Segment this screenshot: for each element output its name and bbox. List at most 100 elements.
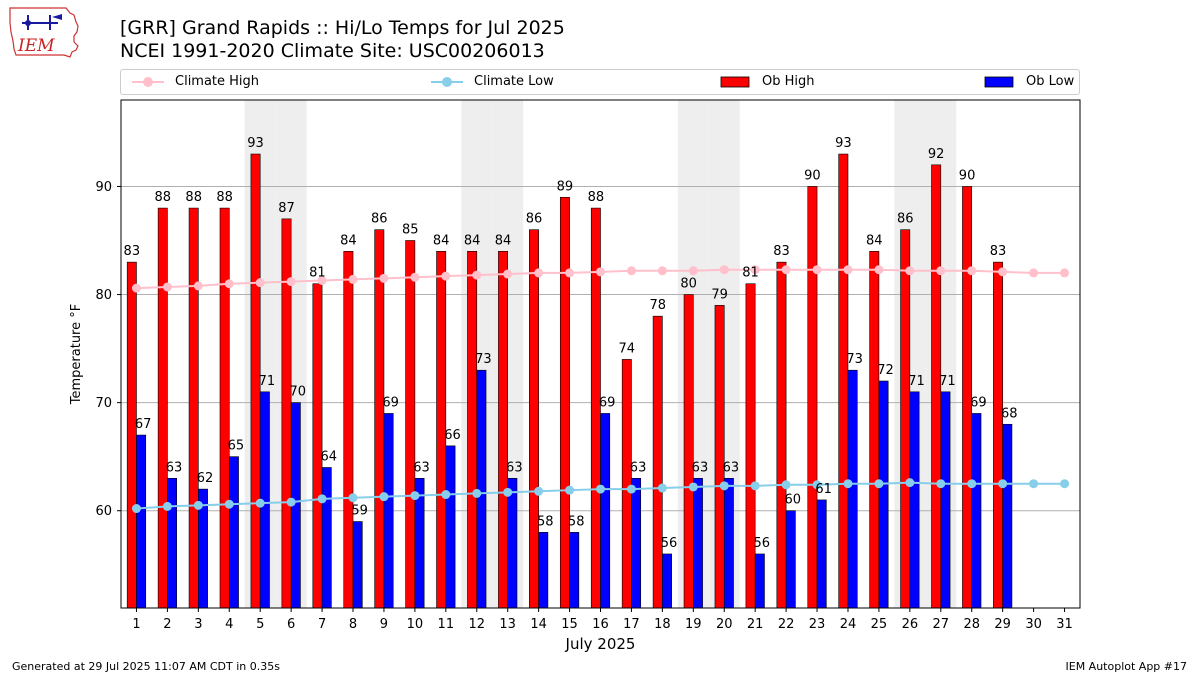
x-tick-label-21: 21 <box>747 617 764 632</box>
x-tick-label-23: 23 <box>809 617 826 632</box>
legend: Climate High Climate Low Ob High Ob Low <box>120 69 1080 95</box>
climate-high-point-24 <box>843 265 853 275</box>
ob-high-label-16: 88 <box>588 190 605 205</box>
ob-low-bar-25 <box>878 380 889 609</box>
ob-high-label-24: 93 <box>835 136 852 151</box>
ob-low-label-10: 63 <box>413 460 430 475</box>
ob-high-label-21: 81 <box>742 266 759 281</box>
ob-low-label-7: 64 <box>320 449 337 464</box>
ob-low-label-20: 63 <box>723 460 740 475</box>
x-tick-label-11: 11 <box>438 617 455 632</box>
ob-low-label-12: 73 <box>475 352 492 367</box>
ob-low-bar-18 <box>662 553 672 609</box>
y-axis-label: Temperature °F <box>69 304 84 405</box>
climate-low-point-5 <box>255 498 265 508</box>
x-tick-label-10: 10 <box>407 617 424 632</box>
y-tick-label-60: 60 <box>95 504 112 519</box>
x-tick-label-14: 14 <box>530 617 547 632</box>
climate-low-point-15 <box>565 485 575 495</box>
x-tick-label-24: 24 <box>840 617 857 632</box>
climate-high-point-17 <box>626 266 636 276</box>
ob-high-label-29: 83 <box>990 244 1007 259</box>
ob-high-bar-2 <box>157 207 168 609</box>
ob-low-label-8: 59 <box>351 504 368 519</box>
ob-low-label-26: 71 <box>908 374 925 389</box>
ob-high-label-17: 74 <box>619 341 636 356</box>
climate-low-point-9 <box>379 492 389 502</box>
ob-low-bar-15 <box>569 532 580 609</box>
climate-low-point-29 <box>998 479 1008 489</box>
ob-low-bar-2 <box>167 477 177 609</box>
ob-high-bar-7 <box>312 283 323 609</box>
climate-low-point-16 <box>596 484 605 494</box>
climate-low-point-19 <box>688 482 698 492</box>
x-tick-label-7: 7 <box>318 617 326 632</box>
ob-low-bar-29 <box>1002 423 1013 609</box>
ob-low-bar-4 <box>228 456 239 609</box>
climate-high-point-7 <box>317 276 327 286</box>
climate-high-point-28 <box>967 266 977 276</box>
ob-high-bar-22 <box>776 261 787 609</box>
ob-low-bar-26 <box>909 391 920 609</box>
climate-high-point-14 <box>534 268 544 278</box>
ob-low-bar-9 <box>383 413 394 609</box>
climate-high-point-5 <box>255 278 265 288</box>
ob-high-swatch <box>720 76 750 88</box>
climate-high-point-3 <box>193 281 203 291</box>
x-axis-label: July 2025 <box>565 635 636 653</box>
x-tick-label-18: 18 <box>654 617 671 632</box>
climate-low-point-13 <box>503 487 513 497</box>
ob-high-label-28: 90 <box>959 168 976 183</box>
climate-low-point-26 <box>905 478 915 488</box>
chart-title: [GRR] Grand Rapids :: Hi/Lo Temps for Ju… <box>120 17 565 39</box>
legend-label-ob-low: Ob Low <box>1026 74 1075 89</box>
ob-high-label-8: 84 <box>340 233 357 248</box>
ob-high-bar-17 <box>621 359 632 609</box>
logo-text: IEM <box>17 36 55 56</box>
climate-low-point-8 <box>348 493 358 503</box>
climate-low-point-2 <box>162 501 172 511</box>
ob-low-bar-22 <box>785 510 796 609</box>
ob-low-bar-28 <box>971 413 982 609</box>
climate-high-point-11 <box>441 271 451 281</box>
climate-high-point-19 <box>688 266 698 276</box>
x-tick-label-16: 16 <box>592 617 609 632</box>
climate-low-point-10 <box>410 491 420 501</box>
ob-high-label-5: 93 <box>247 136 264 151</box>
climate-high-point-2 <box>162 282 172 292</box>
x-tick-label-25: 25 <box>871 617 888 632</box>
ob-high-label-20: 79 <box>711 287 728 302</box>
x-tick-label-6: 6 <box>287 617 295 632</box>
climate-high-point-4 <box>224 279 234 289</box>
ob-low-bar-21 <box>754 553 765 609</box>
climate-high-point-13 <box>503 269 513 279</box>
climate-low-point-7 <box>317 494 327 504</box>
climate-low-point-1 <box>131 504 141 514</box>
ob-high-bar-14 <box>529 229 539 609</box>
climate-high-point-21 <box>750 265 760 275</box>
climate-low-point-21 <box>750 481 760 491</box>
x-tick-label-1: 1 <box>132 617 140 632</box>
climate-low-point-22 <box>781 480 791 490</box>
y-tick-label-90: 90 <box>95 180 112 195</box>
ob-low-label-14: 58 <box>537 514 554 529</box>
x-tick-label-22: 22 <box>778 617 795 632</box>
ob-high-label-25: 84 <box>866 233 883 248</box>
ob-low-label-23: 61 <box>815 482 832 497</box>
climate-high-point-1 <box>131 283 141 293</box>
ob-high-bar-26 <box>900 229 911 609</box>
ob-high-bar-19 <box>683 294 694 609</box>
ob-low-label-1: 67 <box>135 417 152 432</box>
x-tick-label-27: 27 <box>933 617 950 632</box>
ob-low-bar-11 <box>445 445 456 609</box>
ob-low-label-28: 69 <box>970 395 987 410</box>
x-tick-label-2: 2 <box>163 617 171 632</box>
x-tick-label-17: 17 <box>623 617 640 632</box>
footer-generated: Generated at 29 Jul 2025 11:07 AM CDT in… <box>12 660 280 673</box>
climate-high-point-25 <box>874 265 884 275</box>
ob-low-label-4: 65 <box>228 439 245 454</box>
ob-high-label-14: 86 <box>526 212 543 227</box>
climate-high-point-10 <box>410 272 420 282</box>
climate-high-point-31 <box>1060 268 1070 278</box>
ob-high-bar-8 <box>343 251 354 609</box>
